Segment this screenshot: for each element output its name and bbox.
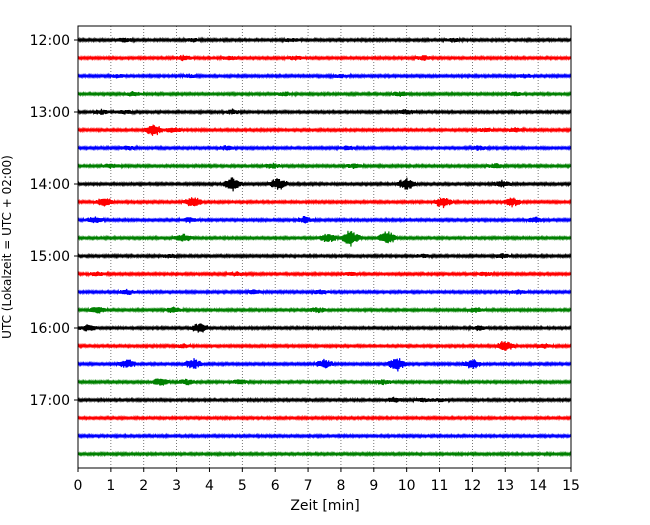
trace-row-1515: [77, 270, 572, 278]
trace-row-1415: [77, 197, 572, 209]
trace-row-1300: [77, 108, 572, 116]
x-tick-label: 8: [336, 478, 345, 494]
trace-row-1730: [77, 432, 572, 440]
x-tick-label: 7: [304, 478, 313, 494]
x-tick-label: 5: [238, 478, 247, 494]
trace-row-1200: [77, 36, 572, 44]
trace-row-1545: [77, 306, 572, 314]
y-tick-label: 12:00: [30, 33, 70, 49]
trace-row-1445: [77, 230, 572, 247]
y-axis-label: UTC (Lokalzeit = UTC + 02:00): [0, 155, 14, 339]
trace-row-1245: [77, 90, 572, 98]
x-tick-label: 14: [529, 478, 547, 494]
y-tick-label: 13:00: [30, 105, 70, 121]
x-tick-label: 12: [463, 478, 481, 494]
trace-row-1615: [77, 340, 572, 351]
trace-row-1330: [77, 144, 572, 152]
x-tick-label: 2: [139, 478, 148, 494]
x-tick-label: 13: [496, 478, 514, 494]
trace-row-1630: [77, 358, 572, 372]
trace-row-1715: [77, 414, 572, 422]
trace-row-1230: [77, 72, 572, 80]
x-tick-label: 1: [106, 478, 115, 494]
trace-row-1215: [77, 54, 572, 62]
trace-row-1315: [77, 124, 572, 136]
x-tick-label: 10: [398, 478, 416, 494]
trace-row-1500: [77, 252, 572, 260]
x-axis: 0 1 2 3 4 5 6 7 8 9 10 11 12 13 14 15: [74, 468, 580, 494]
trace-row-1700: [77, 396, 572, 404]
x-tick-label: 15: [562, 478, 580, 494]
y-tick-label: 15:00: [30, 249, 70, 265]
trace-row-1645: [77, 378, 572, 386]
traces-layer: [77, 36, 572, 458]
x-axis-label: Zeit [min]: [290, 498, 359, 514]
y-tick-label: 17:00: [30, 393, 70, 409]
trace-row-1530: [77, 288, 572, 296]
x-tick-label: 3: [172, 478, 181, 494]
trace-row-1745: [77, 450, 572, 458]
trace-row-1400: [77, 177, 572, 192]
x-tick-label: 0: [74, 478, 83, 494]
trace-row-1345: [77, 162, 572, 170]
y-axis: 12:00 13:00 14:00 15:00 16:00 17:00: [30, 33, 78, 409]
x-tick-label: 6: [271, 478, 280, 494]
x-tick-label: 11: [431, 478, 449, 494]
plot-frame: [77, 25, 572, 469]
x-tick-label: 4: [205, 478, 214, 494]
trace-row-1430: [77, 216, 572, 224]
y-tick-label: 16:00: [30, 321, 70, 337]
x-tick-label: 9: [369, 478, 378, 494]
trace-row-1600: [77, 323, 572, 333]
y-tick-label: 14:00: [30, 177, 70, 193]
